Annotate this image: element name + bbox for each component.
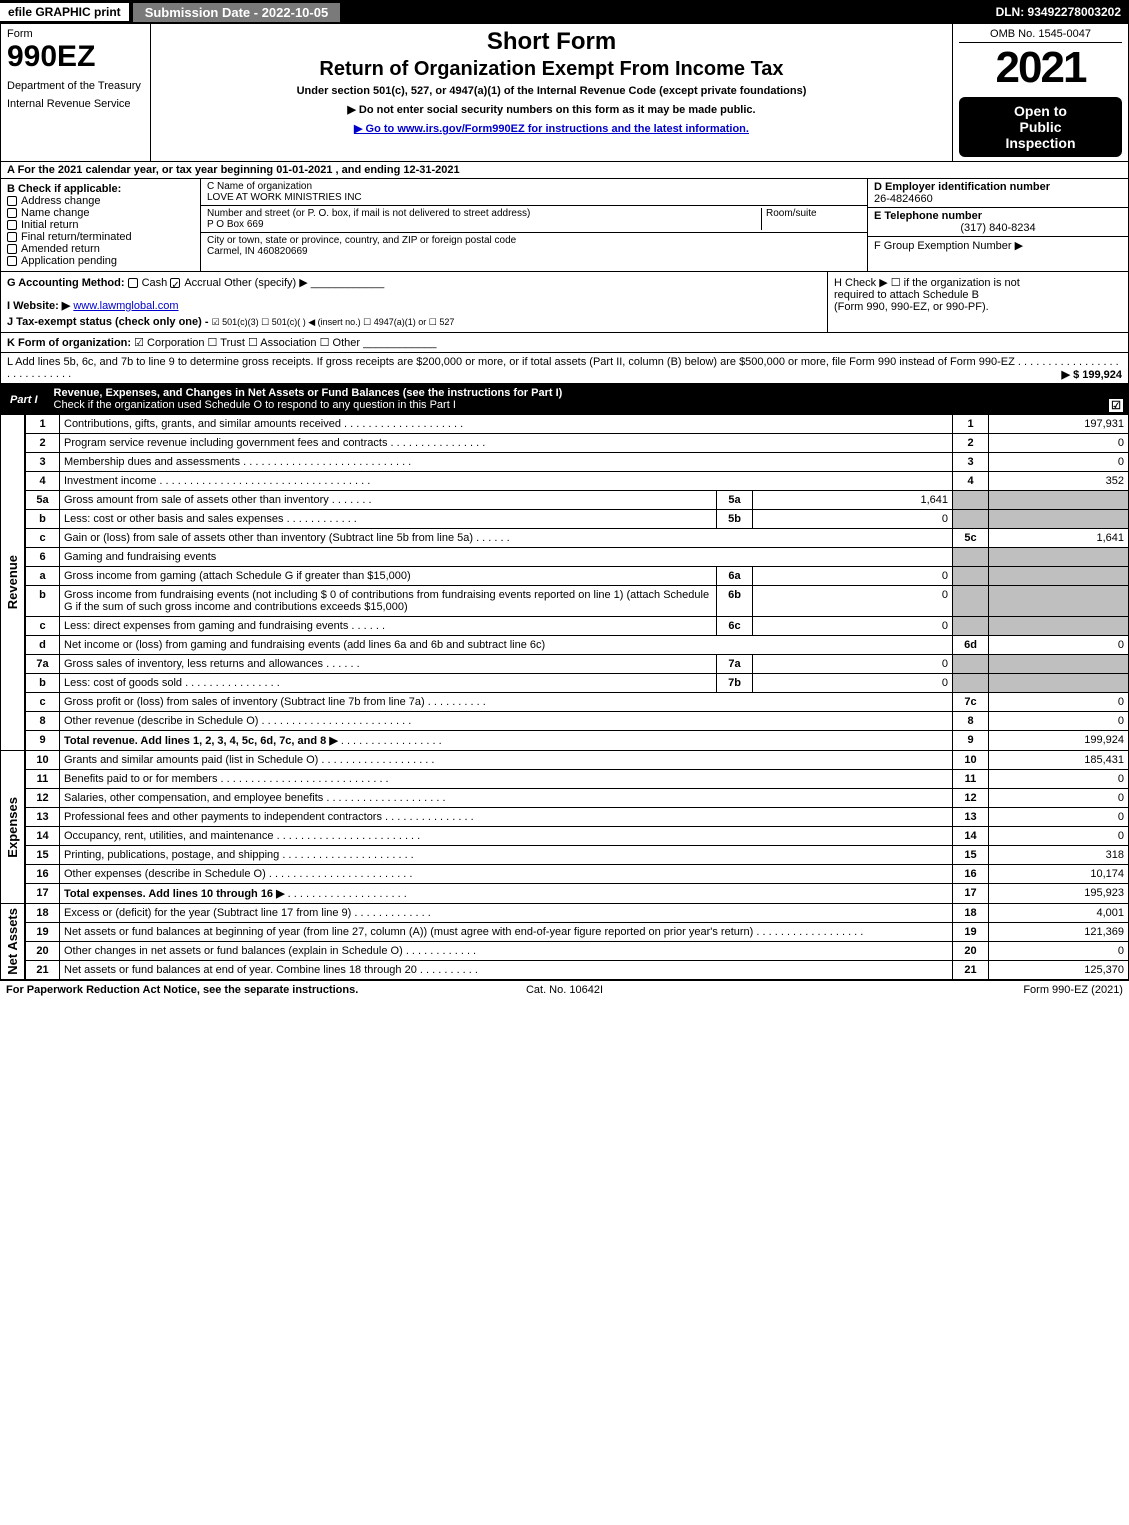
- d-ein-label: D Employer identification number: [874, 181, 1122, 193]
- top-bar: efile GRAPHIC print Submission Date - 20…: [0, 0, 1129, 24]
- part-i-checkmark: ☑: [1109, 399, 1123, 412]
- no-ssn-line: ▶ Do not enter social security numbers o…: [157, 103, 946, 116]
- efile-print-label[interactable]: efile GRAPHIC print: [0, 3, 129, 21]
- chk-address-change[interactable]: [7, 196, 17, 206]
- footer-catno: Cat. No. 10642I: [378, 984, 750, 996]
- expenses-table: 10Grants and similar amounts paid (list …: [25, 751, 1129, 904]
- j-tax-exempt: J Tax-exempt status (check only one) - ☑…: [7, 316, 821, 328]
- tax-year: 2021: [959, 43, 1122, 93]
- c-name-label: C Name of organization: [207, 181, 861, 192]
- section-a-tax-year: A For the 2021 calendar year, or tax yea…: [0, 162, 1129, 179]
- website-link[interactable]: www.lawmglobal.com: [73, 300, 178, 312]
- chk-application-pending[interactable]: [7, 256, 17, 266]
- chk-cash[interactable]: [128, 278, 138, 288]
- e-phone-label: E Telephone number: [874, 210, 1122, 222]
- section-b-checkboxes: B Check if applicable: Address change Na…: [1, 179, 201, 271]
- g-accounting-method: G Accounting Method: Cash Accrual Other …: [7, 276, 821, 289]
- footer-formref: Form 990-EZ (2021): [751, 984, 1123, 996]
- form-header: Form 990EZ Department of the Treasury In…: [0, 24, 1129, 162]
- b-title: B Check if applicable:: [7, 183, 194, 195]
- goto-line: ▶ Go to www.irs.gov/Form990EZ for instru…: [157, 122, 946, 135]
- e-phone-value: (317) 840-8234: [874, 222, 1122, 234]
- form-number: 990EZ: [7, 40, 144, 74]
- dept-treasury: Department of the Treasury: [7, 80, 144, 92]
- chk-initial-return[interactable]: [7, 220, 17, 230]
- c-addr-value: P O Box 669: [207, 219, 761, 230]
- chk-amended-return[interactable]: [7, 244, 17, 254]
- chk-accrual[interactable]: [170, 278, 180, 288]
- part-i-label: Part I: [0, 391, 48, 409]
- l-amount: ▶ $ 199,924: [1062, 368, 1122, 381]
- dln-label: DLN: 93492278003202: [988, 3, 1129, 21]
- h-schedule-b-check: H Check ▶ ☐ if the organization is not r…: [828, 272, 1128, 332]
- part-i-header: Part I Revenue, Expenses, and Changes in…: [0, 384, 1129, 415]
- expenses-side-label: Expenses: [1, 751, 25, 904]
- netassets-table: 18Excess or (deficit) for the year (Subt…: [25, 904, 1129, 980]
- c-addr-label: Number and street (or P. O. box, if mail…: [207, 208, 761, 219]
- c-city-value: Carmel, IN 460820669: [207, 246, 861, 257]
- i-website: I Website: ▶ www.lawmglobal.com: [7, 299, 821, 312]
- chk-name-change[interactable]: [7, 208, 17, 218]
- section-d-e-f: D Employer identification number 26-4824…: [868, 179, 1128, 271]
- k-form-of-org: K Form of organization: ☑ Corporation ☐ …: [0, 333, 1129, 353]
- page-footer: For Paperwork Reduction Act Notice, see …: [0, 980, 1129, 999]
- c-city-label: City or town, state or province, country…: [207, 235, 861, 246]
- omb-number: OMB No. 1545-0047: [959, 28, 1122, 43]
- form-word: Form: [7, 28, 144, 40]
- chk-final-return[interactable]: [7, 232, 17, 242]
- c-room-label: Room/suite: [761, 208, 861, 230]
- c-org-name: LOVE AT WORK MINISTRIES INC: [207, 192, 861, 203]
- footer-paperwork: For Paperwork Reduction Act Notice, see …: [6, 984, 378, 996]
- under-section-text: Under section 501(c), 527, or 4947(a)(1)…: [157, 85, 946, 97]
- f-group-label: F Group Exemption Number ▶: [874, 239, 1122, 252]
- netassets-side-label: Net Assets: [1, 904, 25, 980]
- dept-irs: Internal Revenue Service: [7, 98, 144, 110]
- section-b-c-d-e: B Check if applicable: Address change Na…: [0, 179, 1129, 272]
- irs-link[interactable]: ▶ Go to www.irs.gov/Form990EZ for instru…: [354, 123, 749, 135]
- section-g-h: G Accounting Method: Cash Accrual Other …: [0, 272, 1129, 333]
- l-gross-receipts: L Add lines 5b, 6c, and 7b to line 9 to …: [0, 353, 1129, 384]
- revenue-side-label: Revenue: [1, 415, 25, 751]
- revenue-table: 1Contributions, gifts, grants, and simil…: [25, 415, 1129, 751]
- open-to-public-badge: Open to Public Inspection: [959, 97, 1122, 157]
- short-form-title: Short Form: [157, 28, 946, 56]
- d-ein-value: 26-4824660: [874, 193, 1122, 205]
- return-of-title: Return of Organization Exempt From Incom…: [157, 58, 946, 81]
- submission-date-label: Submission Date - 2022-10-05: [133, 3, 341, 22]
- section-c-org-info: C Name of organization LOVE AT WORK MINI…: [201, 179, 868, 271]
